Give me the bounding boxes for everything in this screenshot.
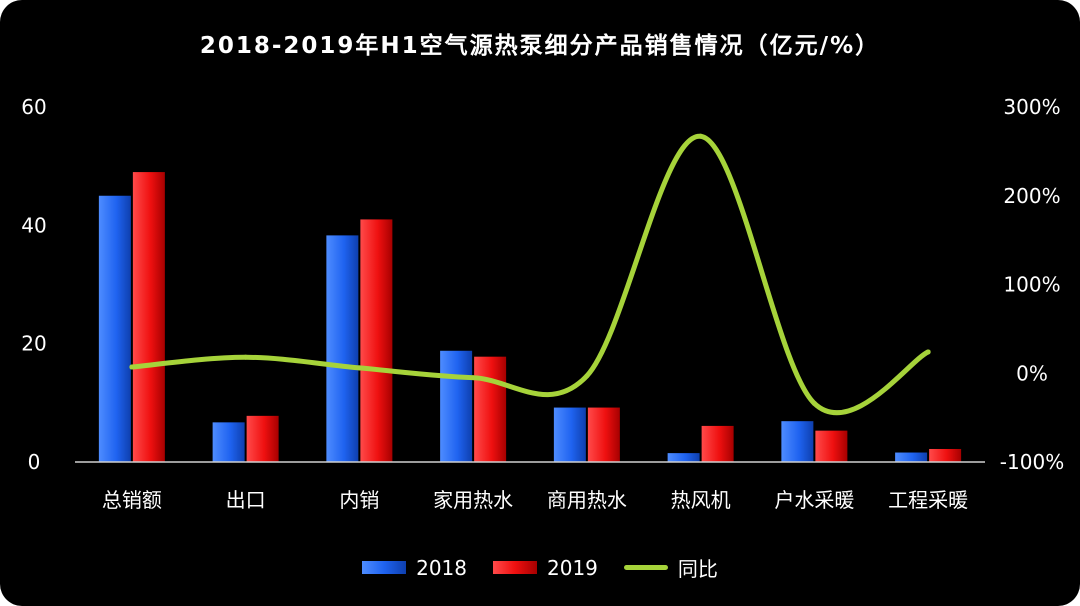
- series-line-yoy: [129, 133, 931, 416]
- bar-2019: [587, 407, 620, 462]
- yoy-point: [129, 364, 135, 370]
- bar-2018: [895, 452, 928, 462]
- y-left-tick-label: 20: [21, 332, 46, 356]
- legend-swatch-2018: [362, 561, 407, 574]
- legend-item-2019: 2019: [493, 553, 598, 582]
- bar-2019: [701, 425, 734, 462]
- x-tick-label: 热风机: [671, 488, 731, 512]
- legend-label-2019: 2019: [547, 555, 598, 580]
- bar-2018: [440, 350, 473, 462]
- x-tick-label: 户水采暖: [774, 488, 854, 512]
- bar-2019: [360, 219, 393, 462]
- legend-label-yoy: 同比: [677, 557, 718, 581]
- yoy-point: [925, 349, 931, 355]
- x-tick-label: 总销额: [102, 488, 162, 512]
- y-right-tick-label: 0%: [1016, 361, 1048, 385]
- y-right-tick-label: -100%: [1000, 450, 1064, 474]
- yoy-point: [584, 373, 590, 379]
- x-tick-label: 家用热水: [433, 488, 513, 512]
- y-right-tick-label: 300%: [1003, 95, 1060, 119]
- legend-swatch-yoy: [623, 565, 668, 570]
- bar-2019: [929, 448, 962, 462]
- bar-2019: [815, 430, 848, 462]
- yoy-point: [243, 354, 249, 360]
- x-tick-label: 工程采暖: [888, 488, 968, 512]
- yoy-point: [356, 365, 362, 371]
- y-left-tick-label: 60: [21, 95, 46, 119]
- bar-2018: [667, 453, 700, 462]
- bar-2018: [326, 235, 359, 462]
- legend-label-2018: 2018: [416, 555, 467, 580]
- x-tick-label: 商用热水: [547, 488, 627, 512]
- legend-item-yoy: 同比: [623, 553, 718, 582]
- yoy-point: [470, 375, 476, 381]
- chart-title: 2018-2019年H1空气源热泵细分产品销售情况（亿元/%）: [199, 33, 881, 59]
- bar-2018: [212, 422, 245, 462]
- y-right-tick-label: 200%: [1003, 184, 1060, 208]
- y-left-tick-label: 0: [28, 450, 41, 474]
- y-left-tick-label: 40: [21, 213, 46, 237]
- y-right-tick-label: 100%: [1003, 273, 1060, 297]
- legend-swatch-2019: [493, 561, 537, 574]
- legend-item-2018: 2018: [362, 553, 467, 582]
- bar-2018: [98, 195, 131, 462]
- chart-legend: 2018 2019 同比: [0, 553, 1080, 582]
- bar-2019: [246, 415, 279, 462]
- bar-2018: [781, 421, 814, 462]
- bar-2019: [132, 172, 165, 463]
- bar-2018: [553, 407, 586, 462]
- yoy-point: [811, 400, 817, 406]
- x-tick-label: 出口: [226, 488, 266, 512]
- yoy-point: [698, 133, 704, 139]
- x-tick-label: 内销: [339, 488, 379, 512]
- bar-2019: [474, 356, 507, 462]
